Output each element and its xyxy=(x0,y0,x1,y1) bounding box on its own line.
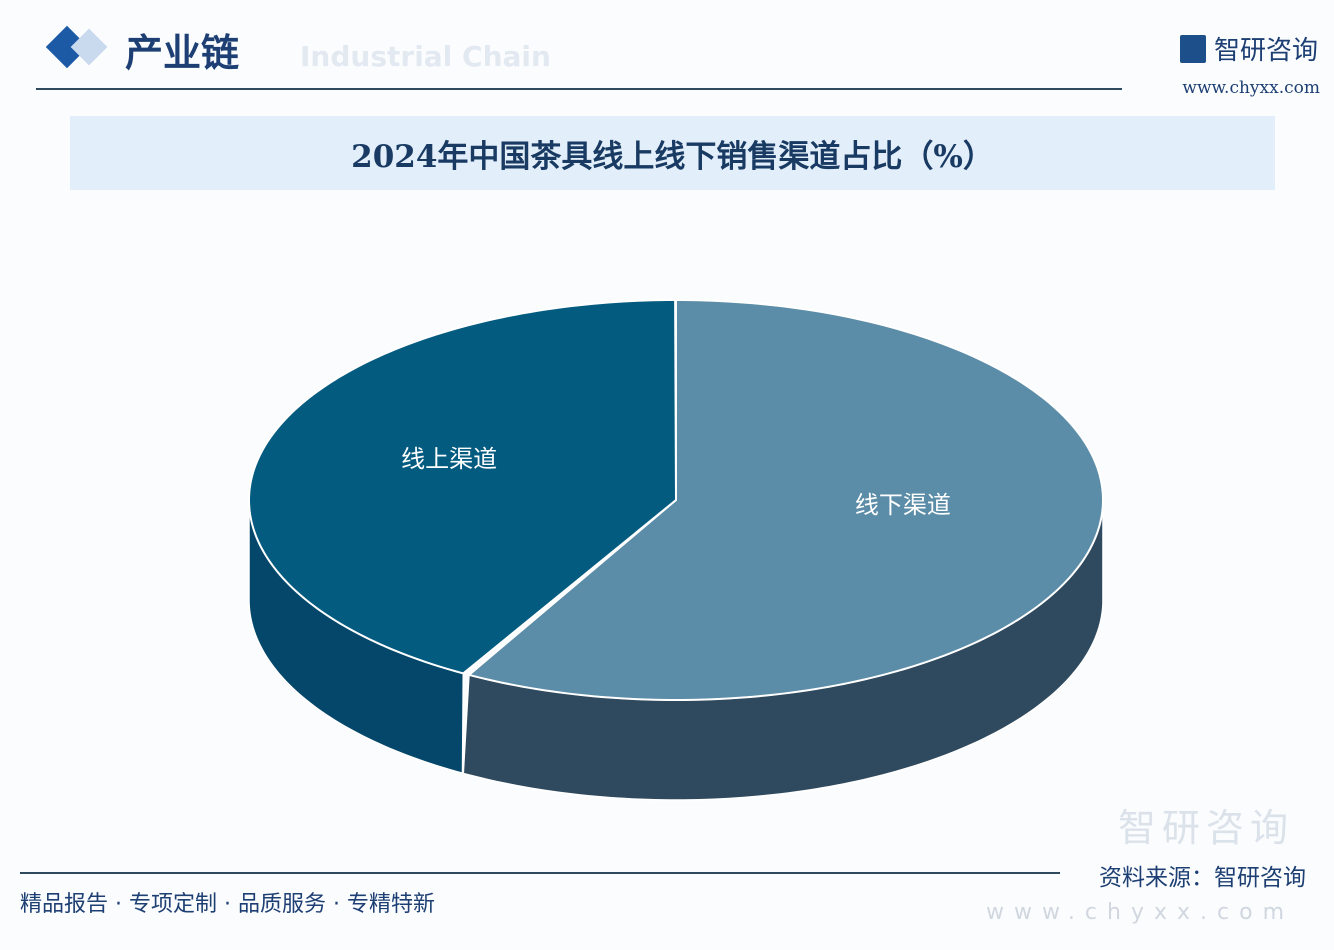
brand-url: www.chyxx.com xyxy=(1182,78,1320,98)
header-divider xyxy=(36,88,1122,90)
footer-divider xyxy=(20,872,1060,874)
footer-tagline: 精品报告 · 专项定制 · 品质服务 · 专精特新 xyxy=(20,892,435,917)
source-note: 资料来源：智研咨询 xyxy=(1099,865,1306,891)
pie-slice-1 xyxy=(248,298,678,675)
watermark: 智研咨询 xyxy=(1117,806,1294,850)
slice-label-0: 线下渠道 xyxy=(855,491,951,519)
brand-name: 智研咨询 xyxy=(1213,36,1318,66)
slice-label-1: 线上渠道 xyxy=(401,445,497,473)
brand-logo: 智研咨询 xyxy=(1179,30,1318,67)
brand-logo-icon xyxy=(1179,34,1206,63)
chart-title: 2024年中国茶具线上线下销售渠道占比（%） xyxy=(351,138,994,175)
section-title: 产业链 xyxy=(125,31,240,75)
section-subtitle: Industrial Chain xyxy=(300,40,551,73)
watermark-url: www.chyxx.com xyxy=(985,900,1294,925)
pie-slice-0 xyxy=(466,298,1105,702)
chart-title-box: 2024年中国茶具线上线下销售渠道占比（%） xyxy=(70,116,1275,190)
